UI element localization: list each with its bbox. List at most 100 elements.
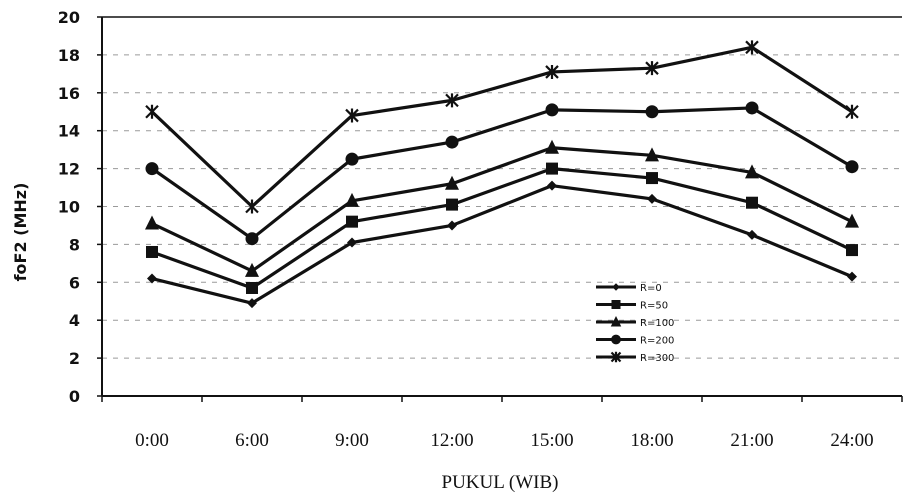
series-R=50: [146, 162, 858, 294]
data-point: [345, 152, 359, 166]
data-point: [745, 164, 759, 179]
data-point: [347, 237, 357, 248]
data-point: [445, 135, 459, 149]
series-line: [151, 106, 853, 241]
data-point: [645, 61, 659, 76]
y-axis-title: foF2 (MHz): [11, 183, 30, 282]
y-tick-label-12: 12: [58, 160, 80, 179]
marker-x-strokes: [245, 199, 259, 214]
data-point: [746, 196, 758, 209]
data-point: [645, 147, 659, 162]
y-tick-label-0: 0: [69, 387, 80, 406]
data-point: [747, 229, 757, 240]
legend-item-R=200: R=200: [596, 334, 674, 347]
legend-label: R=50: [640, 301, 668, 312]
x-axis-title: PUKUL (WIB): [442, 472, 559, 493]
series-R=100: [145, 139, 859, 277]
series-R=300: [145, 40, 859, 214]
x-tick-label: 21:00: [730, 430, 773, 451]
data-point: [345, 192, 359, 207]
y-tick-label-4: 4: [69, 311, 80, 330]
legend-item-R=300: R=300: [596, 351, 674, 364]
marker-x-strokes: [745, 40, 759, 55]
x-tick-label: 24:00: [830, 430, 873, 451]
legend-swatch-marker: [610, 351, 622, 363]
series-line: [151, 184, 853, 305]
marker-x-strokes: [345, 108, 359, 123]
data-point: [847, 271, 857, 282]
data-point: [546, 162, 558, 175]
data-point: [245, 262, 259, 277]
data-point: [246, 281, 258, 294]
data-point: [845, 160, 859, 174]
data-point: [545, 103, 559, 117]
series-line: [150, 45, 853, 209]
y-tick-label-16: 16: [58, 84, 80, 103]
marker-x-strokes: [845, 104, 859, 119]
y-tick-label-6: 6: [69, 273, 80, 292]
data-point: [147, 273, 157, 284]
x-tick-label: 15:00: [530, 430, 573, 451]
data-point: [345, 108, 359, 123]
x-tick-label: 0:00: [135, 430, 169, 451]
series-R=0: [147, 180, 857, 309]
legend-swatch-marker: [611, 334, 621, 345]
data-point: [145, 215, 159, 230]
marker-x-strokes: [445, 93, 459, 108]
data-point: [647, 193, 657, 204]
x-tick-label: 18:00: [630, 430, 673, 451]
legend-swatch-marker: [611, 300, 621, 309]
data-point: [645, 105, 659, 119]
data-point: [447, 220, 457, 231]
data-point: [146, 245, 158, 258]
series-line: [151, 167, 853, 290]
legend-label: R=0: [640, 283, 662, 294]
series-group: [145, 40, 859, 309]
legend-label: R=200: [640, 336, 674, 347]
data-point: [245, 199, 259, 214]
x-axis-ticks: 0:00 6:00 9:00 12:00 15:00 18:00 21:00 24:00: [101, 396, 903, 451]
data-point: [247, 298, 257, 309]
y-tick-label-14: 14: [58, 122, 80, 141]
series-R=200: [145, 101, 859, 246]
data-point: [745, 101, 759, 115]
marker-x-strokes: [545, 64, 559, 79]
data-point: [646, 172, 658, 185]
marker-x-strokes: [645, 61, 659, 76]
legend-item-R=50: R=50: [596, 300, 668, 312]
legend-item-R=100: R=100: [596, 316, 674, 329]
x-tick-label: 12:00: [430, 430, 473, 451]
legend: R=0 R=50 R=100 R=200 R=300: [596, 283, 674, 364]
data-point: [545, 139, 559, 154]
data-point: [245, 232, 259, 246]
data-point: [145, 162, 159, 176]
legend-swatch-marker: [610, 316, 622, 327]
legend-label: R=300: [640, 353, 674, 364]
data-point: [445, 93, 459, 108]
data-point: [545, 64, 559, 79]
y-axis-ticks: 0 2 4 6 8 10 12 14 16 18 20: [58, 8, 102, 406]
y-tick-label-8: 8: [69, 235, 80, 254]
data-point: [745, 40, 759, 55]
data-point: [846, 244, 858, 257]
y-tick-label-10: 10: [58, 198, 80, 217]
legend-label: R=100: [640, 318, 674, 329]
data-point: [446, 198, 458, 211]
x-tick-label: 9:00: [335, 430, 369, 451]
y-tick-label-2: 2: [69, 349, 80, 368]
y-tick-label-20: 20: [58, 8, 80, 27]
data-point: [145, 104, 159, 119]
data-point: [346, 215, 358, 228]
x-tick-label: 6:00: [235, 430, 269, 451]
y-tick-label-18: 18: [58, 46, 80, 65]
data-point: [547, 180, 557, 191]
legend-item-R=0: R=0: [596, 283, 662, 294]
data-point: [445, 175, 459, 190]
data-point: [845, 213, 859, 228]
legend-swatch-marker: [612, 283, 620, 291]
data-point: [845, 104, 859, 119]
marker-x-strokes: [145, 104, 159, 119]
marker-x-strokes: [610, 351, 622, 363]
series-line: [151, 146, 853, 273]
